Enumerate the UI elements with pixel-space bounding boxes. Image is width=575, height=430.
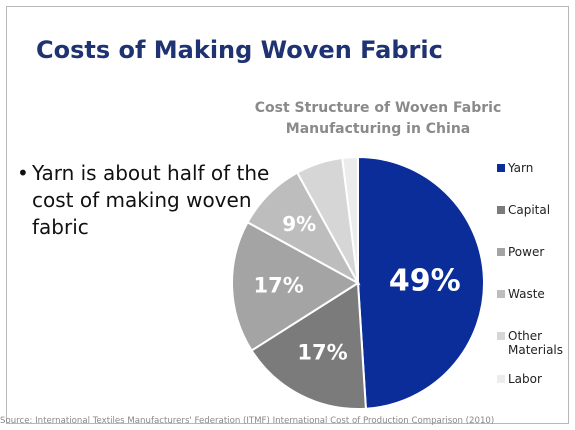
legend-label: Power bbox=[508, 245, 544, 259]
legend-label: Other Materials bbox=[508, 329, 563, 357]
legend-swatch bbox=[497, 375, 505, 383]
legend-swatch bbox=[497, 206, 505, 214]
legend-swatch bbox=[497, 164, 505, 172]
legend-swatch bbox=[497, 290, 505, 298]
legend-label-line: Waste bbox=[508, 287, 545, 301]
legend-label-line: Capital bbox=[508, 203, 551, 217]
slide-title: Costs of Making Woven Fabric bbox=[36, 36, 443, 64]
bullet-text: Yarn is about half of the cost of making… bbox=[32, 161, 270, 239]
bullet-point: • Yarn is about half of the cost of maki… bbox=[17, 160, 282, 241]
legend-label: Labor bbox=[508, 372, 542, 386]
data-label-power: 17% bbox=[254, 273, 304, 297]
data-label-waste: 9% bbox=[282, 212, 316, 236]
pie-slice-power bbox=[231, 220, 360, 352]
chart-title: Cost Structure of Woven Fabric Manufactu… bbox=[254, 100, 502, 137]
data-label-yarn: 49% bbox=[389, 263, 461, 298]
legend-label: Capital bbox=[508, 203, 550, 217]
legend-label-line: Power bbox=[508, 245, 545, 259]
legend-label-line: Yarn bbox=[508, 161, 534, 175]
legend-label-line: Other bbox=[508, 329, 543, 343]
legend-swatch bbox=[497, 332, 505, 340]
legend-swatch bbox=[497, 248, 505, 256]
data-label-capital: 17% bbox=[297, 341, 347, 365]
legend-label: Yarn bbox=[508, 161, 533, 175]
legend-label-line: Materials bbox=[508, 343, 564, 357]
legend-label-line: Labor bbox=[508, 372, 542, 386]
pie-slice-capital bbox=[250, 281, 367, 410]
pie-slice-yarn bbox=[357, 155, 485, 410]
bullet-marker: • bbox=[17, 161, 29, 185]
source-note: Source: International Textiles Manufactu… bbox=[0, 416, 495, 426]
pie-slice-labor bbox=[341, 155, 359, 284]
legend-label: Waste bbox=[508, 287, 545, 301]
